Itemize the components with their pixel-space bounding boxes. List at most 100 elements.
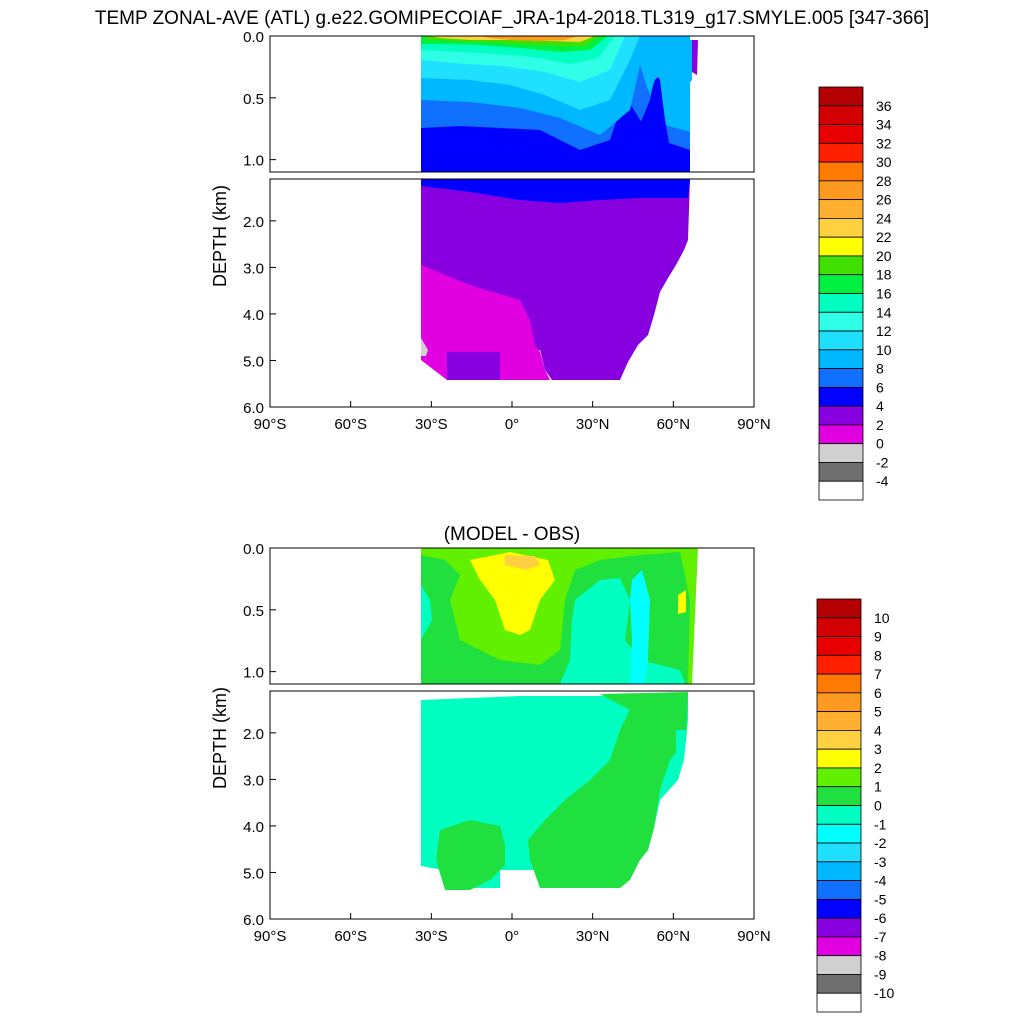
y-tick-label: 1.0 [243, 153, 264, 170]
colorbar-label: 2 [874, 760, 882, 776]
colorbar-label: 4 [874, 722, 882, 738]
colorbar-label: 6 [876, 379, 884, 395]
y-tick-label: 0.5 [243, 603, 264, 620]
colorbar-swatch [818, 161, 864, 182]
colorbar-swatch [818, 199, 864, 219]
top-upper-band-28 [480, 36, 578, 41]
y-tick-label: 0.0 [243, 541, 264, 558]
colorbar-label: 34 [876, 117, 892, 133]
colorbar-label: 7 [874, 666, 882, 682]
y-tick-label: 3.0 [243, 772, 264, 789]
colorbar-swatch [818, 86, 864, 107]
bottom-lower-band-0-sw [436, 820, 505, 890]
top-upper-band-cold-east [620, 77, 690, 172]
x-tick-label: 30°N [576, 416, 610, 433]
colorbar-label: -7 [874, 929, 887, 945]
colorbar-label: 16 [876, 286, 892, 302]
y-tick-label: 4.0 [243, 819, 264, 836]
colorbar-swatch [818, 443, 864, 463]
colorbar-label: 9 [874, 629, 882, 645]
colorbar-swatch [816, 730, 862, 750]
x-tick-label: 0° [505, 416, 519, 433]
colorbar-label: 12 [876, 323, 892, 339]
colorbar-swatch [816, 673, 862, 694]
colorbar-swatch [818, 274, 864, 294]
colorbar-swatch [816, 711, 862, 731]
colorbar-swatch [818, 236, 864, 257]
colorbar-swatch [818, 311, 864, 332]
colorbar-label: -4 [876, 473, 889, 489]
colorbar-label: -9 [874, 966, 887, 982]
colorbar-swatch [818, 424, 864, 445]
top-upper-field [421, 36, 698, 172]
figure-title: TEMP ZONAL-AVE (ATL) g.e22.GOMIPECOIAF_J… [94, 8, 930, 29]
colorbar-label: 30 [876, 154, 892, 170]
colorbar-swatch [818, 480, 864, 501]
colorbar-swatch [818, 293, 864, 313]
colorbar-label: -10 [874, 985, 894, 1001]
y-tick-label: 3.0 [243, 260, 264, 277]
colorbar-swatch [816, 898, 862, 919]
colorbar-swatch [818, 180, 864, 201]
colorbar-label: 4 [876, 398, 884, 414]
colorbar-swatch [816, 598, 862, 619]
colorbar-swatch [816, 936, 862, 957]
colorbar-label: 10 [874, 610, 890, 626]
colorbar-swatch [818, 330, 864, 351]
colorbar-swatch [818, 255, 864, 276]
colorbar-label: 14 [876, 304, 892, 320]
top-lower-band-2 [421, 265, 550, 380]
colorbar-label: -6 [874, 910, 887, 926]
colorbar-label: 8 [876, 361, 884, 377]
colorbar-swatch [818, 368, 864, 388]
colorbar-label: 20 [876, 248, 892, 264]
colorbar-label: 2 [876, 417, 884, 433]
x-tick-label: 60°N [657, 928, 691, 945]
colorbar-swatch [818, 105, 864, 125]
colorbar-swatch [818, 218, 864, 238]
colorbar-swatch [818, 386, 864, 407]
bottom-upper-field [421, 548, 698, 684]
x-tick-label: 90°N [737, 928, 771, 945]
bottom-lower-band-minus1-east [676, 730, 686, 760]
colorbar-swatch [818, 124, 864, 144]
bottom-panel-title: (MODEL - OBS) [444, 524, 581, 545]
colorbar-swatch [816, 767, 862, 788]
colorbar-swatch [816, 955, 862, 975]
colorbar-swatch [816, 880, 862, 900]
colorbar-swatch [818, 462, 864, 482]
colorbar-swatch [816, 654, 862, 675]
top-upper-edge-cyan [684, 40, 692, 90]
x-tick-label: 0° [505, 928, 519, 945]
colorbar-swatch [818, 405, 864, 426]
bottom-lower-field [421, 692, 688, 890]
colorbar-label: -3 [874, 854, 887, 870]
colorbar-label: 26 [876, 192, 892, 208]
colorbar-label: 28 [876, 173, 892, 189]
colorbar-swatch [816, 636, 862, 656]
colorbar-label: 0 [874, 798, 882, 814]
bottom-upper-band-3 [505, 555, 540, 570]
colorbar-swatch [818, 349, 864, 369]
y-tick-label: 0.5 [243, 91, 264, 108]
bottom-upper-band-minus1-west [421, 585, 432, 640]
y-axis-label: DEPTH (km) [210, 687, 230, 789]
top-lower-band-0 [421, 338, 428, 356]
colorbar-swatch [816, 861, 862, 881]
x-tick-label: 90°S [254, 928, 287, 945]
colorbar-swatch [816, 786, 862, 806]
colorbar-swatch [816, 617, 862, 637]
y-tick-label: 4.0 [243, 307, 264, 324]
colorbar-label: 32 [876, 135, 892, 151]
x-tick-label: 30°S [415, 928, 448, 945]
colorbar-swatch [816, 805, 862, 825]
y-tick-label: 1.0 [243, 665, 264, 682]
colorbar-label: 6 [874, 685, 882, 701]
colorbar-label: 24 [876, 210, 892, 226]
colorbar-label: -4 [874, 873, 887, 889]
colorbar-label: 18 [876, 267, 892, 283]
y-tick-label: 6.0 [243, 400, 264, 417]
colorbar-label: 1 [874, 779, 882, 795]
